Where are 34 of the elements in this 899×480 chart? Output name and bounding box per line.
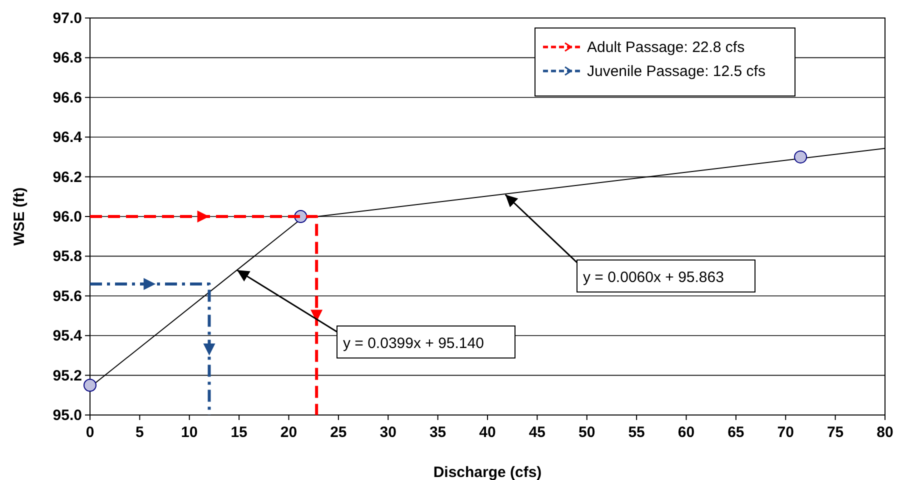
x-tick-label: 80 — [876, 424, 894, 441]
x-tick-label: 55 — [628, 424, 645, 441]
x-axis-title: Discharge (cfs) — [433, 464, 542, 480]
legend-label: Adult Passage: 22.8 cfs — [587, 39, 745, 56]
y-tick-label: 95.2 — [52, 367, 82, 384]
y-axis-title: WSE (ft) — [11, 187, 28, 246]
y-tick-label: 95.8 — [52, 248, 82, 266]
x-tick-label: 70 — [777, 424, 794, 441]
y-tick-label: 96.6 — [52, 89, 82, 106]
x-tick-label: 15 — [230, 424, 248, 441]
x-tick-label: 0 — [86, 424, 94, 441]
x-tick-label: 5 — [136, 424, 144, 441]
x-tick-label: 60 — [678, 424, 695, 441]
y-tick-label: 97.0 — [52, 10, 82, 27]
y-tick-label: 95.0 — [52, 407, 82, 424]
x-tick-label: 30 — [380, 424, 396, 441]
x-tick-label: 50 — [578, 424, 596, 441]
x-tick-label: 45 — [528, 424, 546, 441]
x-tick-label: 75 — [826, 424, 844, 441]
x-tick-label: 35 — [429, 424, 446, 441]
y-tick-label: 95.4 — [52, 328, 83, 345]
x-tick-label: 10 — [181, 424, 198, 441]
x-tick-label: 65 — [728, 424, 744, 441]
x-tick-label: 20 — [280, 424, 298, 441]
x-tick-label: 25 — [330, 424, 347, 441]
annotation: y = 0.0399x + 95.140 — [343, 335, 484, 352]
y-tick-label: 96.0 — [52, 208, 82, 226]
y-tick-label: 96.4 — [52, 129, 83, 146]
y-tick-label: 95.6 — [52, 288, 82, 305]
annotation: y = 0.0060x + 95.863 — [583, 269, 724, 286]
y-tick-label: 96.8 — [52, 50, 82, 67]
x-tick-label: 40 — [479, 424, 496, 441]
legend-label: Juvenile Passage: 12.5 cfs — [587, 63, 766, 80]
y-tick-label: 96.2 — [52, 168, 82, 186]
